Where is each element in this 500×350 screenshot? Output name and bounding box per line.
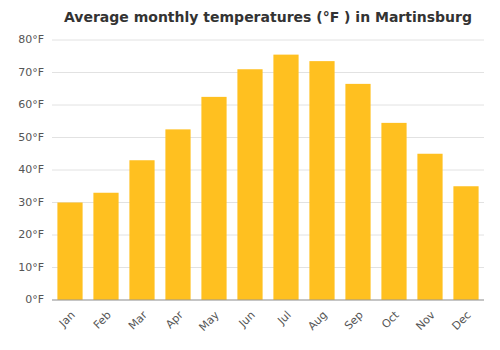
x-tick-label: Nov (413, 308, 438, 333)
grid-line (52, 40, 484, 41)
y-ticks: 0°F 10°F 20°F 30°F 40°F 50°F 60°F 70°F 80°F (18, 33, 44, 306)
bar (273, 55, 298, 300)
bar (309, 61, 334, 300)
x-tick-label: Feb (91, 309, 114, 332)
y-tick-label: 30°F (18, 196, 44, 209)
x-tick-label: Mar (126, 308, 150, 332)
bars (57, 55, 478, 300)
bar (345, 84, 370, 300)
y-tick-label: 10°F (18, 261, 44, 274)
x-ticks: Jan Feb Mar Apr May Jun Jul Aug Sep Oct Nov Dec (56, 308, 474, 334)
chart: 0°F 10°F 20°F 30°F 40°F 50°F 60°F 70°F 80°F Jan Fe… (0, 0, 500, 350)
y-tick-label: 0°F (25, 293, 44, 306)
x-tick-label: Apr (163, 308, 186, 331)
y-tick-label: 80°F (18, 33, 44, 46)
y-tick-label: 50°F (18, 131, 44, 144)
grid-line (52, 105, 484, 106)
x-tick-label: Jun (236, 309, 258, 331)
bar (381, 123, 406, 300)
title: Average monthly temperatures (°F ) in Ma… (64, 9, 472, 25)
y-tick-label: 70°F (18, 66, 44, 79)
grid (52, 40, 484, 300)
x-tick-label: Jul (274, 309, 293, 328)
x-tick-label: Dec (450, 309, 474, 333)
x-tick-label: Jan (56, 309, 78, 331)
bar (93, 193, 118, 300)
x-tick-label: Aug (305, 309, 329, 333)
x-axis-line (52, 300, 484, 301)
grid-line (52, 137, 484, 138)
grid-line (52, 300, 484, 301)
bar (201, 97, 226, 300)
bar (453, 186, 478, 300)
x-tick-label: Sep (342, 309, 366, 333)
bar (417, 154, 442, 300)
x-tick-label: May (196, 308, 222, 334)
x-tick-label: Oct (379, 308, 402, 331)
bar (57, 203, 82, 301)
bar (237, 69, 262, 300)
y-tick-label: 60°F (18, 98, 44, 111)
y-tick-label: 40°F (18, 163, 44, 176)
bar (165, 129, 190, 300)
bar (129, 160, 154, 300)
grid-line (52, 72, 484, 73)
page: {"chart_data": {"type": "bar", "title": … (0, 0, 500, 350)
y-tick-label: 20°F (18, 228, 44, 241)
